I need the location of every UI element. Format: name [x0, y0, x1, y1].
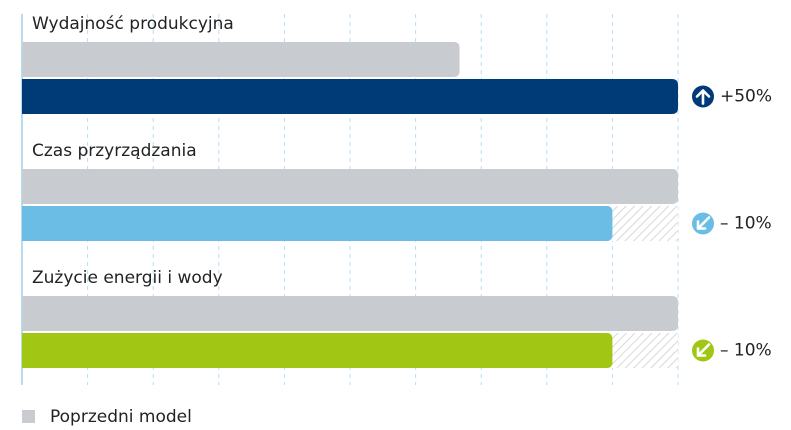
bar — [22, 79, 678, 114]
bar — [22, 169, 678, 204]
legend-swatch — [22, 410, 35, 423]
category-label: Czas przyrządzania — [32, 141, 197, 161]
bar — [22, 296, 678, 331]
category-label: Wydajność produkcyjna — [32, 14, 234, 34]
category-label: Zużycie energii i wody — [32, 268, 223, 288]
icon-arrow — [696, 216, 711, 230]
change-label: – 10% — [720, 341, 772, 361]
legend-label: Poprzedni model — [50, 407, 192, 427]
hatch — [606, 206, 678, 241]
change-icon — [692, 212, 714, 235]
bar — [22, 206, 613, 241]
change-label: +50% — [720, 87, 772, 107]
bar — [22, 333, 613, 368]
change-icon — [692, 339, 714, 362]
bar — [22, 42, 460, 77]
change-icon — [692, 85, 714, 108]
change-label: – 10% — [720, 214, 772, 234]
icon-arrow — [695, 89, 711, 105]
icon-arrow — [696, 343, 711, 357]
hatch — [606, 333, 678, 368]
